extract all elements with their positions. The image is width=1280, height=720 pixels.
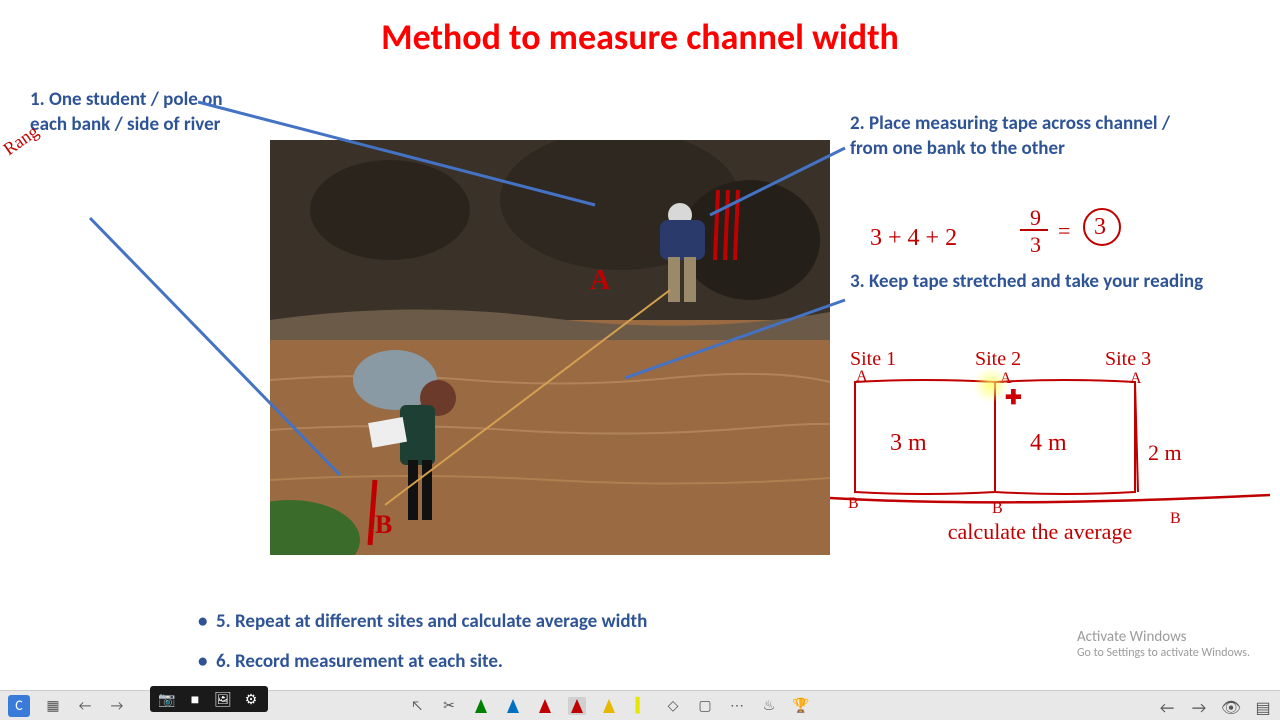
nav-back-icon[interactable]: ← <box>1158 699 1176 717</box>
back-icon[interactable]: ← <box>76 697 94 715</box>
watermark-sub: Go to Settings to activate Windows. <box>1077 646 1250 660</box>
right-nav: ← → 👁 ▤ <box>1158 699 1272 717</box>
annotation-a: A <box>590 265 610 297</box>
highlight-cursor <box>973 367 1009 403</box>
equals: = <box>1058 218 1070 244</box>
more-icon[interactable]: ⋯ <box>728 697 746 715</box>
corner-b1: B <box>848 495 859 513</box>
video-icon[interactable]: ■ <box>186 690 204 708</box>
step-1: 1. One student / pole on each bank / sid… <box>30 88 250 137</box>
step-2: 2. Place measuring tape across channel /… <box>850 112 1210 161</box>
step-6-text: 6. Record measurement at each site. <box>216 650 503 673</box>
forward-icon[interactable]: → <box>108 697 126 715</box>
camera-icon[interactable]: 📷 <box>158 690 176 708</box>
slides-icon[interactable]: ▤ <box>1254 699 1272 717</box>
pen-icon[interactable] <box>568 697 586 715</box>
site3-label: Site 3 <box>1105 348 1151 371</box>
nav-forward-icon[interactable]: → <box>1190 699 1208 717</box>
app-logo-icon[interactable]: C <box>8 695 30 717</box>
pen-icon[interactable] <box>504 697 522 715</box>
step-5: •5. Repeat at different sites and calcul… <box>198 610 798 635</box>
camera-controls: 📷 ■ 🖼 ⚙ <box>150 686 268 712</box>
fraction-bot: 3 <box>1030 232 1041 258</box>
trophy-icon[interactable]: 🏆 <box>792 697 810 715</box>
eraser-icon[interactable]: ◇ <box>664 697 682 715</box>
grid-icon[interactable]: ▦ <box>44 697 62 715</box>
visibility-icon[interactable]: 👁 <box>1222 699 1240 717</box>
site1-a: A <box>856 368 868 386</box>
slide-title: Method to measure channel width <box>0 15 1280 59</box>
pen-icon[interactable] <box>472 697 490 715</box>
settings-icon[interactable]: ⚙ <box>242 690 260 708</box>
pen-icon[interactable] <box>536 697 554 715</box>
meas3: 2 m <box>1148 440 1182 466</box>
select-icon[interactable]: ✂ <box>440 697 458 715</box>
cursor-cross-icon: ✚ <box>1005 385 1022 410</box>
site3-a: A <box>1130 370 1142 388</box>
image-icon[interactable]: 🖼 <box>214 690 232 708</box>
result: 3 <box>1094 214 1106 241</box>
corner-b2: B <box>992 500 1003 518</box>
step-6: •6. Record measurement at each site. <box>198 650 798 675</box>
pen-row <box>472 697 618 715</box>
highlighter-icon[interactable]: ▍ <box>632 697 650 715</box>
presentation-icon[interactable]: ▢ <box>696 697 714 715</box>
meas2: 4 m <box>1030 430 1067 457</box>
bottom-note: calculate the average <box>890 520 1190 544</box>
river-photo <box>270 140 830 555</box>
step-5-text: 5. Repeat at different sites and calcula… <box>216 610 647 633</box>
step-3: 3. Keep tape stretched and take your rea… <box>850 270 1210 295</box>
meas1: 3 m <box>890 430 927 457</box>
stamp-icon[interactable]: ♨ <box>760 697 778 715</box>
cursor-icon[interactable]: ↖ <box>408 697 426 715</box>
pen-icon[interactable] <box>600 697 618 715</box>
windows-watermark: Activate Windows Go to Settings to activ… <box>1077 628 1250 660</box>
annotation-b: B <box>375 510 392 540</box>
fraction-bar <box>1020 228 1050 232</box>
equation: 3 + 4 + 2 <box>870 225 957 252</box>
watermark-title: Activate Windows <box>1077 628 1250 646</box>
